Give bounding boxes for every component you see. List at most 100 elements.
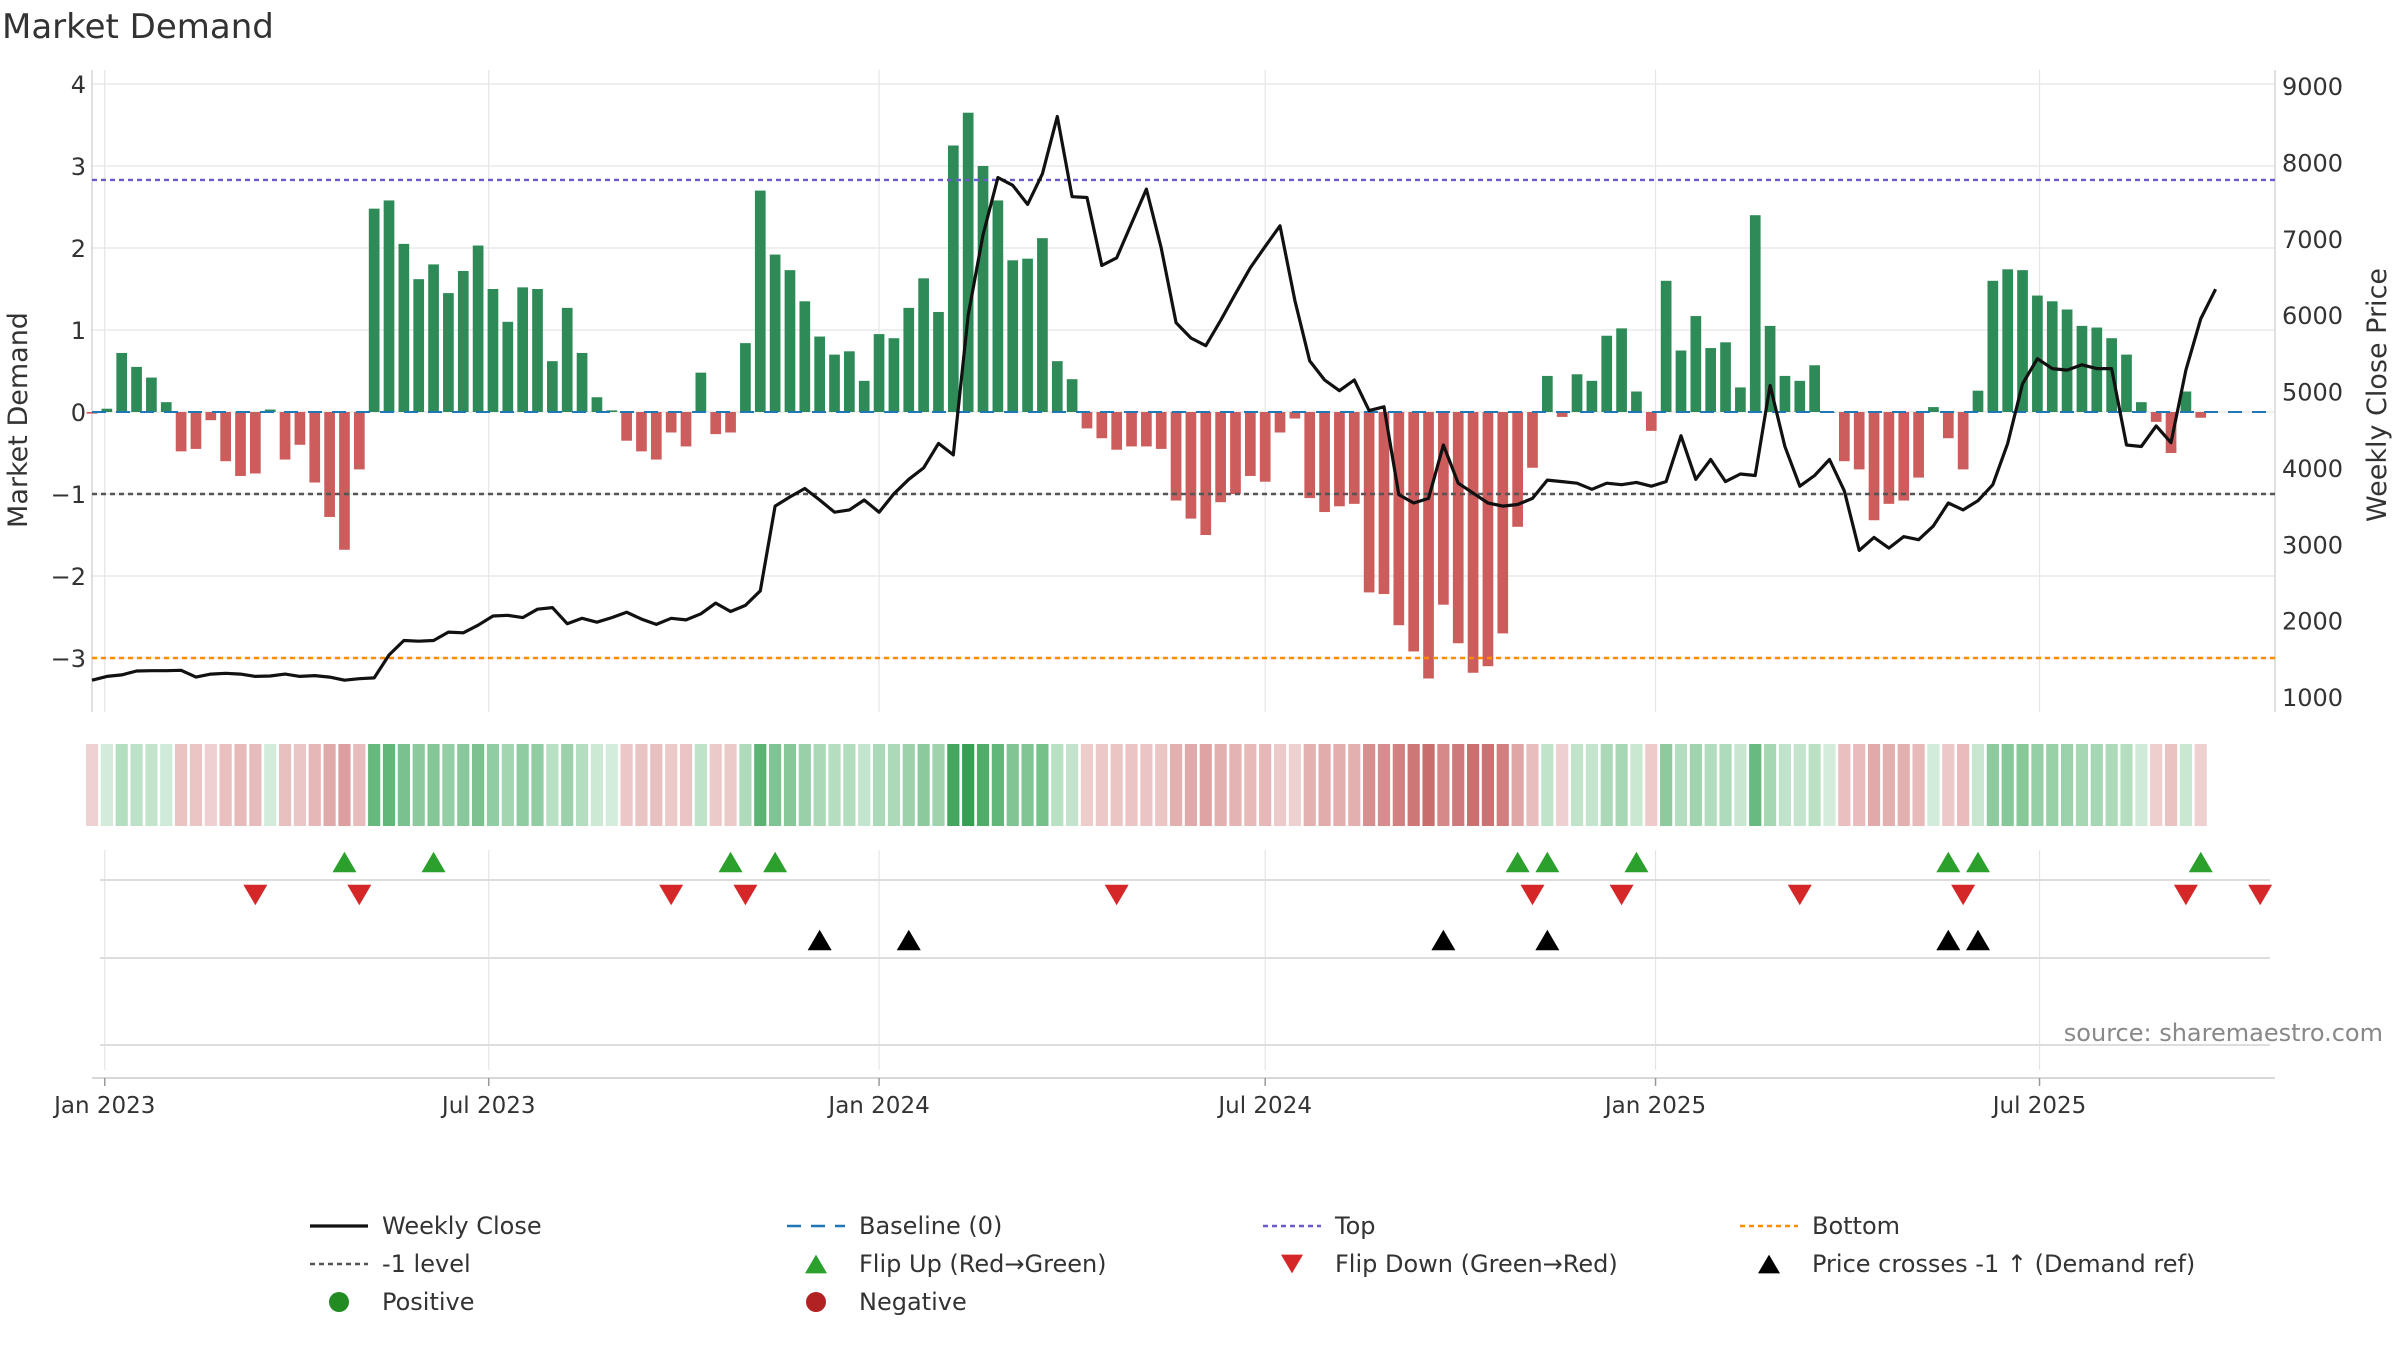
demand-bar xyxy=(2180,391,2192,412)
strip-cell xyxy=(145,744,158,826)
demand-bar xyxy=(858,380,870,412)
strip-cell xyxy=(1823,744,1836,826)
strip-cell xyxy=(872,744,886,826)
strip-cell xyxy=(991,744,1004,826)
demand-bar xyxy=(1512,412,1523,527)
strip-cell xyxy=(1570,744,1584,826)
demand-bar xyxy=(547,361,558,412)
demand-bar xyxy=(1215,412,1226,503)
demand-bar xyxy=(1527,412,1538,468)
demand-bar xyxy=(220,412,231,462)
strip-cell xyxy=(962,744,975,826)
strip-cell xyxy=(813,744,826,826)
demand-bar xyxy=(814,336,826,412)
strip-cell xyxy=(1422,744,1435,826)
strip-cell xyxy=(828,744,841,826)
strip-cell xyxy=(1971,744,1985,826)
xtick-label: Jan 2023 xyxy=(52,1093,155,1119)
strip-cell xyxy=(1897,744,1910,826)
flip-down-marker xyxy=(2173,884,2198,906)
strip-cell xyxy=(531,744,544,826)
legend-item: Flip Up (Red→Green) xyxy=(805,1250,1107,1278)
strip-cell xyxy=(412,744,425,826)
demand-bar xyxy=(769,254,781,412)
demand-bar xyxy=(428,264,439,412)
strip-cell xyxy=(160,744,173,826)
strip-cell xyxy=(546,744,559,826)
strip-cell xyxy=(575,744,589,826)
demand-bar xyxy=(472,245,484,412)
strip-cell xyxy=(501,744,514,826)
strip-cell xyxy=(1348,744,1361,826)
price-cross-marker xyxy=(1936,929,1961,951)
flip-down-marker xyxy=(243,884,268,906)
demand-bar xyxy=(1972,390,1984,412)
demand-bar xyxy=(324,412,335,517)
strip-cell xyxy=(1259,744,1272,826)
demand-bar xyxy=(1141,412,1152,447)
strip-cell xyxy=(665,744,678,826)
strip-cell xyxy=(516,744,529,826)
strip-cell xyxy=(278,744,292,826)
demand-bar xyxy=(873,334,885,412)
strip-cell xyxy=(917,744,930,826)
demand-bar xyxy=(250,412,261,474)
strip-cell xyxy=(323,744,336,826)
strip-cell xyxy=(620,744,633,826)
strip-cell xyxy=(843,744,856,826)
demand-bar xyxy=(1452,412,1464,644)
ytick-right-label: 3000 xyxy=(2282,531,2343,559)
strip-cell xyxy=(427,744,440,826)
strip-cell xyxy=(887,744,901,826)
flip-up-marker xyxy=(1505,851,1530,873)
strip-cell xyxy=(1556,744,1569,826)
strip-cell xyxy=(1645,744,1658,826)
demand-bar xyxy=(1126,412,1137,447)
legend-item: -1 level xyxy=(310,1250,471,1278)
strip-cell xyxy=(1986,744,1999,826)
demand-bar xyxy=(1185,412,1197,519)
legend-label: Flip Up (Red→Green) xyxy=(859,1250,1107,1278)
demand-bar xyxy=(339,412,350,550)
strip-cell xyxy=(932,744,945,826)
demand-bar xyxy=(888,338,900,412)
demand-bar xyxy=(175,412,187,452)
strip-cell xyxy=(1288,744,1301,826)
demand-bar xyxy=(947,145,959,412)
demand-bar xyxy=(532,289,543,412)
xtick-label: Jul 2024 xyxy=(1216,1093,1312,1119)
strip-cell xyxy=(1080,744,1094,826)
demand-bar xyxy=(190,412,202,449)
demand-bar xyxy=(561,307,573,412)
demand-bar xyxy=(1037,238,1048,412)
demand-bar xyxy=(844,351,855,412)
strip-cell xyxy=(1927,744,1940,826)
strip-cell xyxy=(2164,744,2178,826)
demand-bar xyxy=(665,412,677,433)
demand-bar xyxy=(1838,412,1850,462)
strip-cell xyxy=(2061,744,2074,826)
demand-bar xyxy=(1348,412,1360,504)
strip-cell xyxy=(1303,744,1316,826)
demand-bar xyxy=(101,408,113,412)
strip-cell xyxy=(397,744,410,826)
demand-bar xyxy=(457,270,469,412)
demand-bar xyxy=(1809,365,1820,412)
strip-cell xyxy=(1051,744,1064,826)
strip-cell xyxy=(1184,744,1198,826)
strip-cell xyxy=(85,744,99,826)
strip-cell xyxy=(709,744,722,826)
demand-bar xyxy=(1408,412,1420,652)
demand-bar xyxy=(1794,380,1806,412)
demand-bar xyxy=(1616,328,1627,412)
strip-cell xyxy=(590,744,604,826)
strip-cell xyxy=(902,744,915,826)
demand-bar xyxy=(933,311,944,412)
demand-bar xyxy=(1913,412,1924,478)
legend-label: Bottom xyxy=(1812,1212,1900,1240)
flip-down-marker xyxy=(347,884,372,906)
demand-bar xyxy=(1497,412,1509,634)
strip-cell xyxy=(115,744,128,826)
legend-item: Flip Down (Green→Red) xyxy=(1281,1250,1618,1278)
flip-down-marker xyxy=(1609,884,1634,906)
